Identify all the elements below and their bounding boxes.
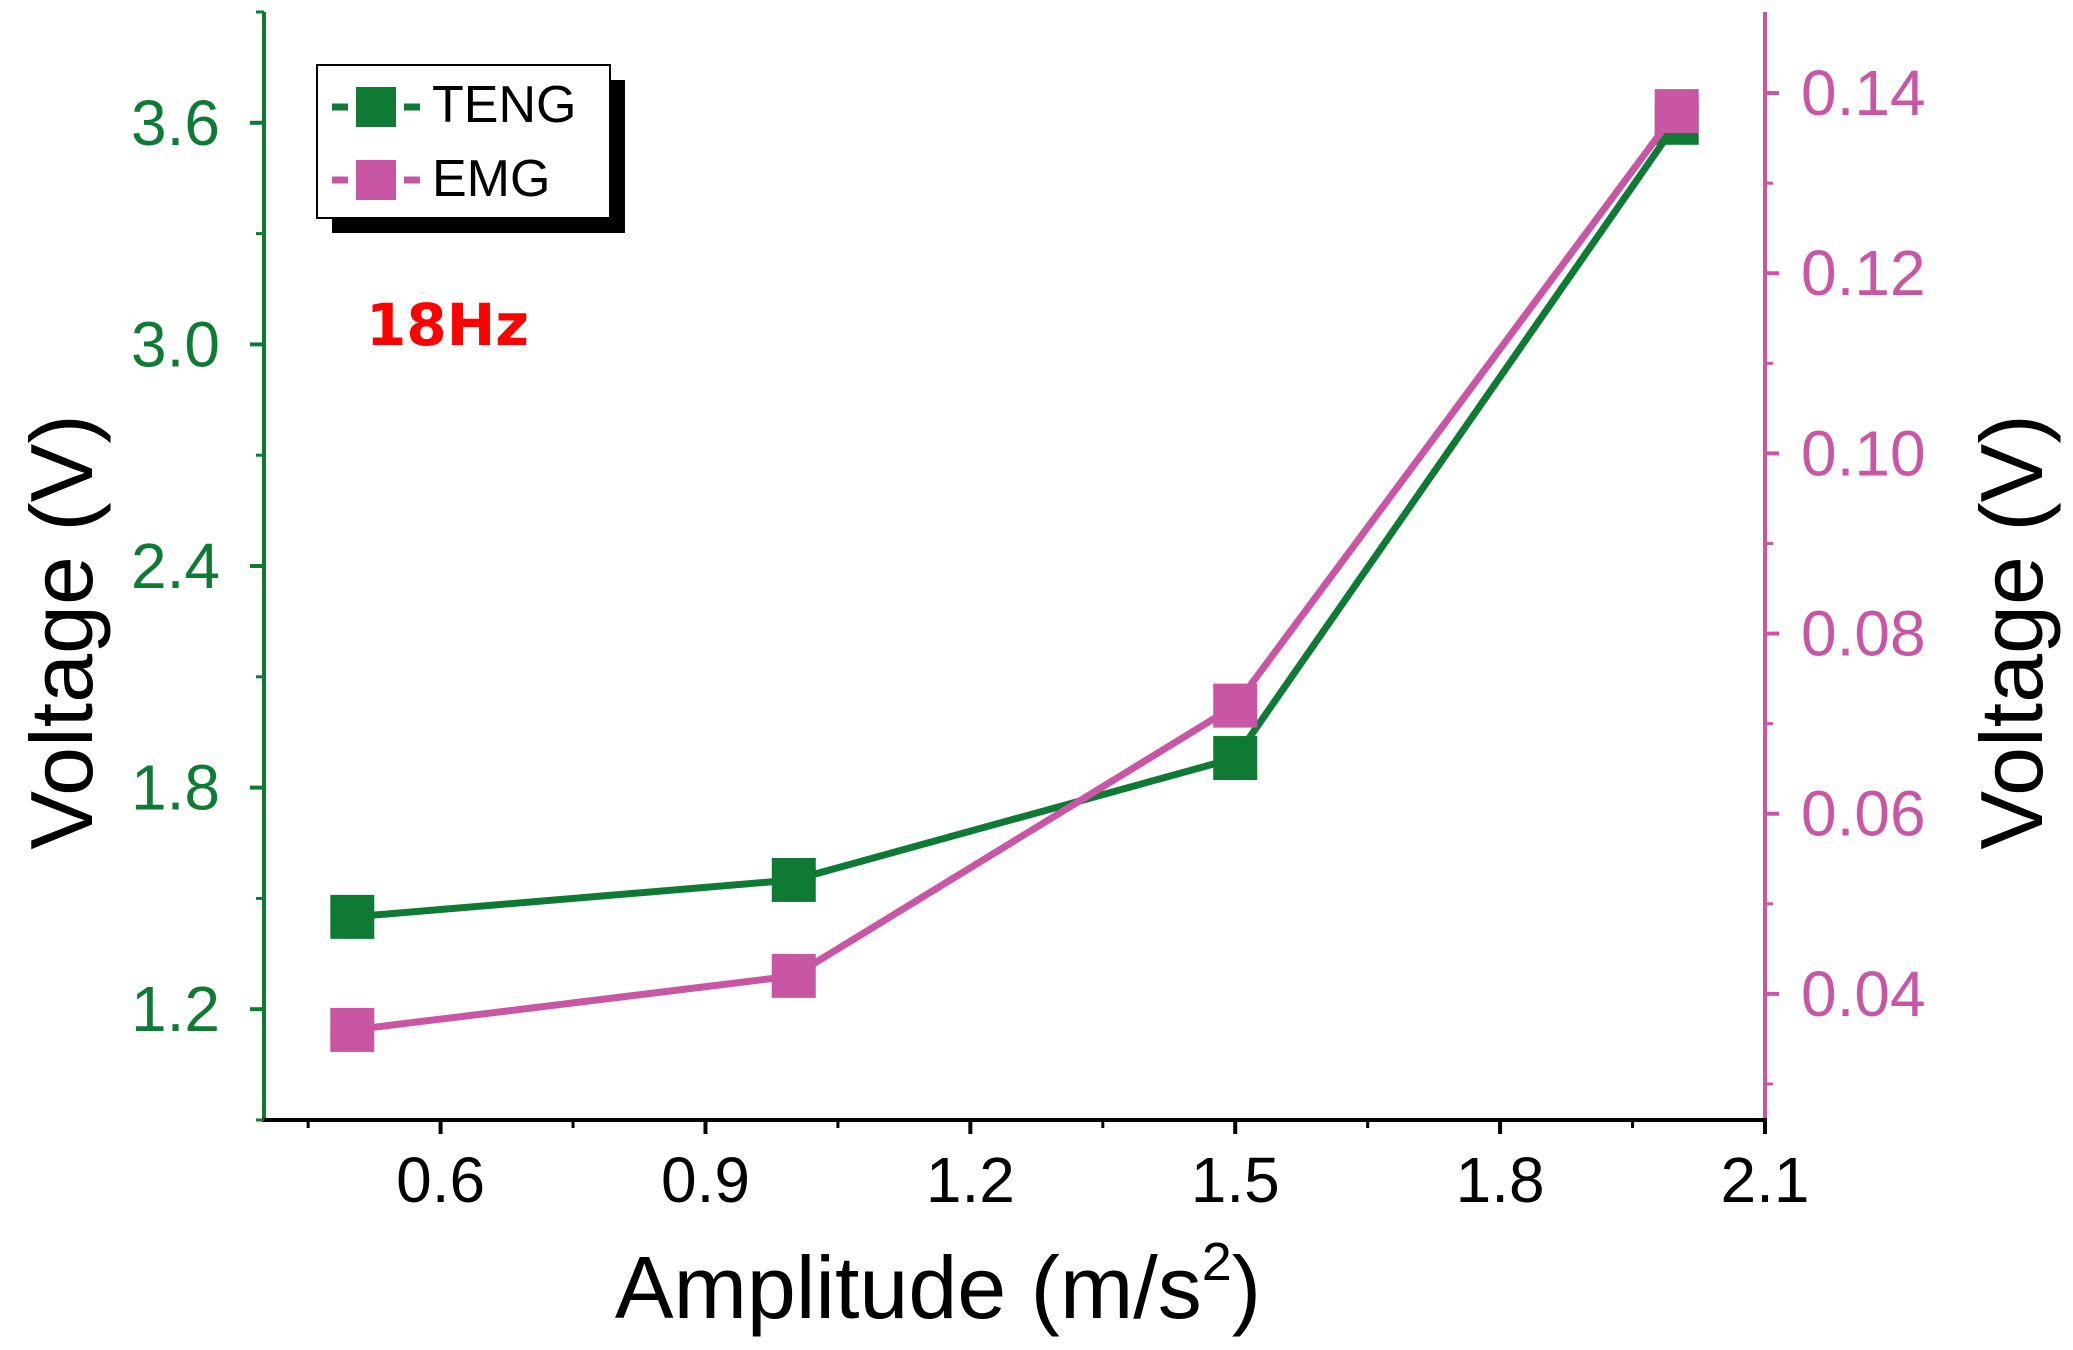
teng-series-line [352, 120, 1680, 921]
y-right-tick-label: 0.04 [1801, 958, 1926, 1030]
y-left-tick-label: 3.0 [131, 308, 220, 380]
y-right-tick-label: 0.14 [1801, 57, 1926, 129]
y-left-tick-label: 2.4 [131, 530, 220, 602]
y-right-tick-label: 0.06 [1801, 778, 1926, 850]
y-axis-right-ticks: 0.04 0.06 0.08 0.10 0.12 0.14 [1765, 57, 1926, 1086]
emg-point [1213, 683, 1258, 728]
legend: TENG EMG [316, 64, 625, 233]
teng-point [330, 894, 375, 939]
y-right-tick-label: 0.08 [1801, 598, 1926, 670]
y-left-tick-label: 3.6 [131, 87, 220, 159]
series-layer [330, 89, 1699, 1052]
x-tick-label: 2.1 [1721, 1144, 1810, 1216]
y-right-tick-label: 0.12 [1801, 237, 1926, 309]
legend-teng-marker [356, 87, 396, 127]
y-axis-right-label: Voltage (V) [1962, 414, 2061, 849]
y-left-tick-label: 1.8 [131, 752, 220, 824]
x-axis-label-sup: 2 [1202, 1232, 1232, 1292]
teng-point [1213, 736, 1258, 781]
x-axis-label-tail: ) [1232, 1238, 1261, 1337]
frequency-annotation: 18Hz [366, 291, 529, 359]
y-right-tick-label: 0.10 [1801, 417, 1926, 489]
legend-emg-marker [356, 160, 396, 200]
x-tick-label: 1.8 [1456, 1144, 1545, 1216]
y-left-tick-label: 1.2 [131, 973, 220, 1045]
x-tick-label: 0.6 [396, 1144, 485, 1216]
x-axis-ticks: 0.6 0.9 1.2 1.5 1.8 2.1 [306, 1120, 1810, 1216]
emg-point [330, 1007, 375, 1052]
legend-teng-label: TENG [432, 76, 576, 134]
x-tick-label: 1.2 [926, 1144, 1015, 1216]
y-axis-left-ticks: 1.2 1.8 2.4 3.0 3.6 [131, 10, 264, 1122]
x-axis-label: Amplitude (m/s2) [615, 1232, 1261, 1337]
x-tick-label: 0.9 [661, 1144, 750, 1216]
emg-series-line [351, 109, 1680, 1034]
emg-point [1654, 89, 1699, 134]
legend-emg-label: EMG [432, 150, 550, 208]
emg-point [771, 953, 816, 998]
teng-point [771, 857, 816, 902]
x-tick-label: 1.5 [1191, 1144, 1280, 1216]
y-axis-left-label: Voltage (V) [12, 414, 111, 849]
x-axis-label-text: Amplitude (m/s [615, 1238, 1202, 1337]
